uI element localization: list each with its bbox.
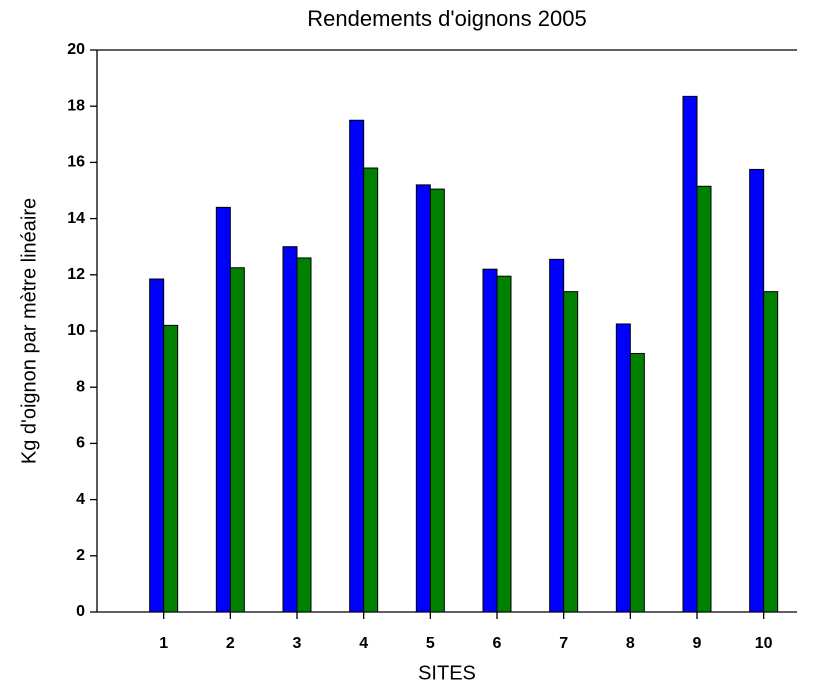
bar	[429, 188, 445, 613]
bar	[549, 258, 565, 613]
bar	[149, 278, 165, 613]
bar	[482, 268, 498, 613]
x-axis-label: SITES	[418, 662, 476, 684]
bar	[682, 95, 698, 613]
y-tick-label: 4	[76, 491, 85, 508]
x-tick-label: 1	[159, 635, 168, 652]
y-tick-label: 0	[76, 603, 85, 620]
x-tick-label: 6	[493, 635, 502, 652]
x-tick-label: 7	[559, 635, 568, 652]
bar	[363, 167, 379, 613]
bar	[215, 206, 231, 613]
bar	[615, 323, 631, 613]
chart-title: Rendements d'oignons 2005	[307, 6, 586, 31]
y-tick-label: 12	[67, 266, 85, 283]
y-tick-label: 14	[67, 210, 85, 227]
bar	[563, 291, 579, 613]
bar	[163, 324, 179, 613]
bar	[229, 267, 245, 613]
bar	[763, 291, 779, 613]
bar	[282, 246, 298, 613]
bar	[696, 185, 712, 613]
x-tick-label: 10	[755, 635, 773, 652]
y-tick-label: 20	[67, 41, 85, 58]
y-tick-label: 10	[67, 322, 85, 339]
y-tick-label: 8	[76, 378, 85, 395]
bar	[296, 257, 312, 613]
y-tick-label: 2	[76, 547, 85, 564]
y-axis-label: Kg d'oignon par mètre linéaire	[18, 198, 40, 464]
bar	[496, 275, 512, 613]
x-tick-label: 4	[359, 635, 368, 652]
bar	[749, 168, 765, 613]
bar	[415, 184, 431, 613]
bar	[629, 352, 645, 613]
x-tick-label: 2	[226, 635, 235, 652]
x-tick-label: 9	[693, 635, 702, 652]
y-tick-label: 6	[76, 435, 85, 452]
y-tick-label: 18	[67, 97, 85, 114]
x-tick-label: 5	[426, 635, 435, 652]
x-tick-label: 8	[626, 635, 635, 652]
bar	[349, 119, 365, 613]
y-tick-label: 16	[67, 154, 85, 171]
x-tick-label: 3	[293, 635, 302, 652]
